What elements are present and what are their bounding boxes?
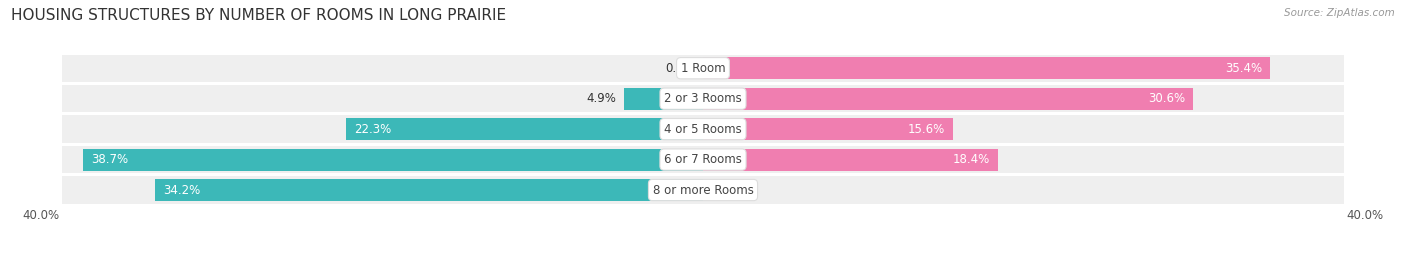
Bar: [624, 88, 703, 110]
Text: 38.7%: 38.7%: [91, 153, 128, 166]
Bar: [703, 118, 953, 140]
Text: 40.0%: 40.0%: [1347, 209, 1384, 222]
Bar: [703, 148, 998, 171]
Text: 8 or more Rooms: 8 or more Rooms: [652, 183, 754, 197]
Bar: [62, 176, 1344, 204]
Text: 2 or 3 Rooms: 2 or 3 Rooms: [664, 92, 742, 105]
Bar: [62, 85, 1344, 112]
Bar: [83, 148, 703, 171]
Text: 18.4%: 18.4%: [952, 153, 990, 166]
Text: Source: ZipAtlas.com: Source: ZipAtlas.com: [1284, 8, 1395, 18]
Text: 22.3%: 22.3%: [354, 123, 391, 136]
Text: 0.0%: 0.0%: [665, 62, 695, 75]
Bar: [703, 57, 1270, 79]
Bar: [62, 115, 1344, 143]
Text: 0.0%: 0.0%: [711, 183, 741, 197]
Text: 1 Room: 1 Room: [681, 62, 725, 75]
Text: HOUSING STRUCTURES BY NUMBER OF ROOMS IN LONG PRAIRIE: HOUSING STRUCTURES BY NUMBER OF ROOMS IN…: [11, 8, 506, 23]
Bar: [346, 118, 703, 140]
Text: 30.6%: 30.6%: [1149, 92, 1185, 105]
Bar: [703, 88, 1194, 110]
Text: 4 or 5 Rooms: 4 or 5 Rooms: [664, 123, 742, 136]
Text: 34.2%: 34.2%: [163, 183, 200, 197]
Text: 6 or 7 Rooms: 6 or 7 Rooms: [664, 153, 742, 166]
Text: 35.4%: 35.4%: [1225, 62, 1263, 75]
Text: 15.6%: 15.6%: [908, 123, 945, 136]
Text: 40.0%: 40.0%: [22, 209, 59, 222]
Text: 4.9%: 4.9%: [586, 92, 616, 105]
Bar: [62, 146, 1344, 173]
Bar: [62, 55, 1344, 82]
Bar: [155, 179, 703, 201]
